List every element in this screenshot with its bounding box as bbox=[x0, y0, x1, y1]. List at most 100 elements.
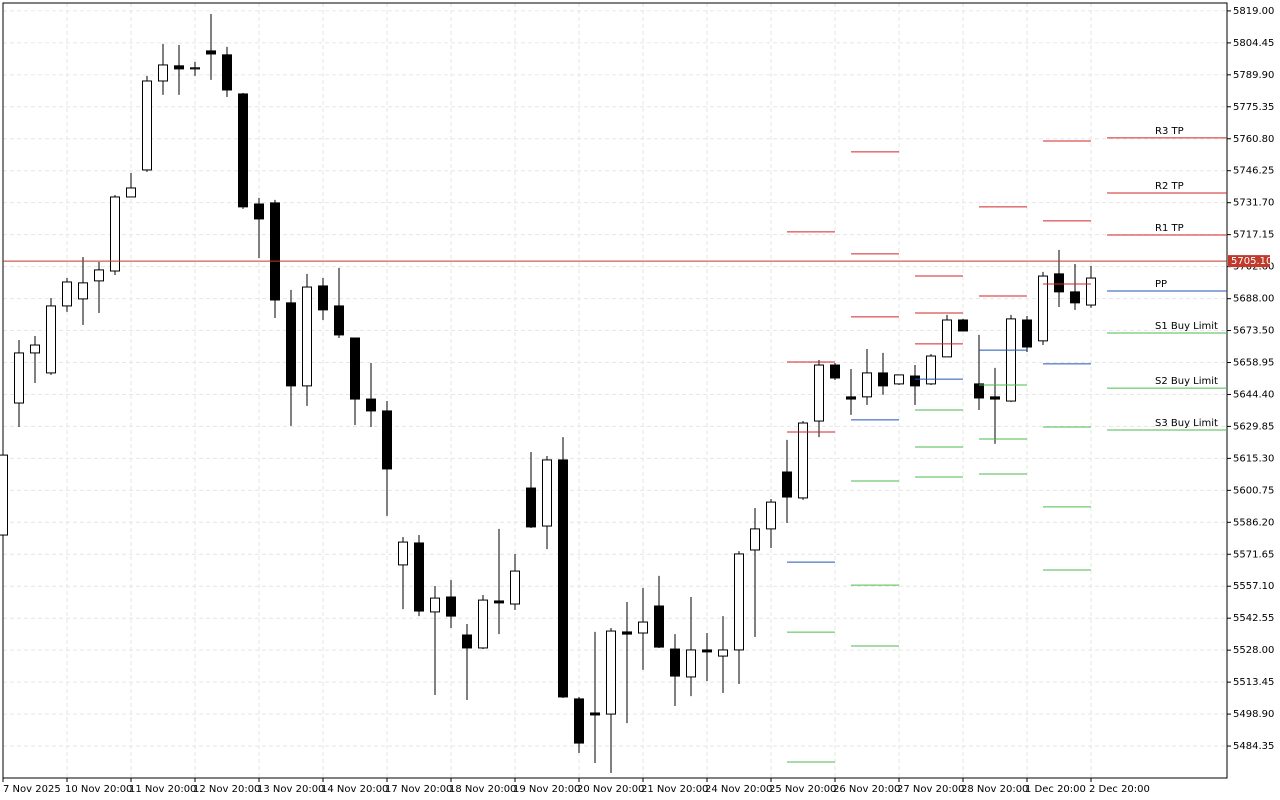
x-tick-label: 10 Nov 20:00 bbox=[65, 784, 132, 795]
candle-body bbox=[1038, 275, 1048, 342]
y-tick-label: 5673.50 bbox=[1233, 326, 1274, 337]
y-tick-label: 5484.35 bbox=[1233, 741, 1274, 752]
candle-body bbox=[686, 649, 696, 678]
candle-body bbox=[318, 285, 328, 311]
candle-body bbox=[222, 54, 232, 91]
candle-body bbox=[126, 187, 136, 198]
pivot-label: S3 Buy Limit bbox=[1155, 418, 1218, 429]
plot-frame bbox=[2, 2, 1228, 779]
pivot-label: R3 TP bbox=[1155, 126, 1184, 137]
y-tick-label: 5629.85 bbox=[1233, 421, 1274, 432]
candle-body bbox=[46, 305, 56, 374]
candle-body bbox=[1054, 273, 1064, 293]
last-price-box bbox=[1228, 255, 1270, 268]
candle-body bbox=[350, 337, 360, 400]
candle-body bbox=[78, 282, 88, 300]
candle-body bbox=[622, 631, 632, 635]
candle-body bbox=[366, 398, 376, 412]
y-tick-label: 5586.20 bbox=[1233, 517, 1274, 528]
y-tick-label: 5789.90 bbox=[1233, 70, 1274, 81]
candle-body bbox=[494, 600, 504, 604]
y-tick-label: 5513.45 bbox=[1233, 677, 1274, 688]
candle-body bbox=[606, 630, 616, 715]
candle-body bbox=[942, 319, 952, 358]
x-tick-label: 12 Nov 20:00 bbox=[193, 784, 260, 795]
x-tick-label: 1 Dec 20:00 bbox=[1025, 784, 1086, 795]
candle-body bbox=[894, 374, 904, 385]
candle-body bbox=[510, 570, 520, 605]
y-tick-label: 5688.00 bbox=[1233, 294, 1274, 305]
y-tick-label: 5498.90 bbox=[1233, 709, 1274, 720]
candle-body bbox=[190, 67, 200, 70]
candle-body bbox=[990, 396, 1000, 400]
y-tick-label: 5615.30 bbox=[1233, 453, 1274, 464]
y-tick-label: 5644.40 bbox=[1233, 389, 1274, 400]
candle-body bbox=[398, 541, 408, 566]
x-tick-label: 20 Nov 20:00 bbox=[577, 784, 644, 795]
candle-body bbox=[638, 621, 648, 634]
y-tick-label: 5760.80 bbox=[1233, 134, 1274, 145]
y-tick-label: 5746.25 bbox=[1233, 166, 1274, 177]
candle-body bbox=[574, 698, 584, 744]
candle-body bbox=[286, 302, 296, 387]
candle-body bbox=[302, 286, 312, 387]
y-tick-label: 5819.00 bbox=[1233, 6, 1274, 17]
x-tick-label: 28 Nov 20:00 bbox=[961, 784, 1028, 795]
candle-body bbox=[862, 372, 872, 398]
y-tick-label: 5600.75 bbox=[1233, 485, 1274, 496]
candle-body bbox=[558, 459, 568, 698]
candle-body bbox=[206, 50, 216, 55]
candle-body bbox=[334, 305, 344, 336]
candle-body bbox=[702, 649, 712, 653]
candle-body bbox=[542, 459, 552, 527]
pivot-label: S2 Buy Limit bbox=[1155, 376, 1218, 387]
candle-body bbox=[910, 375, 920, 387]
pivot-label: S1 Buy Limit bbox=[1155, 321, 1218, 332]
x-tick-label: 26 Nov 20:00 bbox=[833, 784, 900, 795]
candle-body bbox=[526, 487, 536, 528]
y-tick-label: 5542.55 bbox=[1233, 613, 1274, 624]
candle-body bbox=[174, 65, 184, 70]
x-tick-label: 18 Nov 20:00 bbox=[449, 784, 516, 795]
candle-body bbox=[734, 553, 744, 651]
candle-body bbox=[1086, 277, 1096, 306]
y-tick-label: 5571.65 bbox=[1233, 549, 1274, 560]
candle-body bbox=[478, 599, 488, 649]
x-tick-label: 21 Nov 20:00 bbox=[641, 784, 708, 795]
candle-body bbox=[254, 203, 264, 220]
candle-body bbox=[878, 372, 888, 387]
candle-body bbox=[1022, 319, 1032, 348]
candle-body bbox=[718, 649, 728, 657]
candle-body bbox=[462, 634, 472, 649]
candle-body bbox=[590, 712, 600, 716]
x-tick-label: 17 Nov 20:00 bbox=[385, 784, 452, 795]
candle-body bbox=[782, 471, 792, 498]
x-tick-label: 24 Nov 20:00 bbox=[705, 784, 772, 795]
y-tick-label: 5717.15 bbox=[1233, 230, 1274, 241]
candle-body bbox=[94, 269, 104, 282]
last-price-label: 5705.10 bbox=[1231, 256, 1272, 267]
candle-body bbox=[1006, 318, 1016, 402]
candle-body bbox=[14, 352, 24, 404]
y-tick-label: 5658.95 bbox=[1233, 357, 1274, 368]
candle-body bbox=[926, 355, 936, 385]
candle-body bbox=[382, 410, 392, 470]
candle-body bbox=[30, 344, 40, 354]
candle-body bbox=[830, 364, 840, 379]
y-tick-label: 5804.45 bbox=[1233, 38, 1274, 49]
x-tick-label: 27 Nov 20:00 bbox=[897, 784, 964, 795]
x-tick-label: 13 Nov 20:00 bbox=[257, 784, 324, 795]
x-tick-label: 7 Nov 2025 bbox=[3, 784, 61, 795]
pivot-label: PP bbox=[1155, 279, 1167, 290]
candle-body bbox=[142, 80, 152, 171]
x-tick-label: 2 Dec 20:00 bbox=[1089, 784, 1150, 795]
candle-body bbox=[430, 597, 440, 613]
x-tick-label: 11 Nov 20:00 bbox=[129, 784, 196, 795]
candle-body bbox=[414, 542, 424, 612]
candle-body bbox=[974, 383, 984, 399]
candle-body bbox=[670, 648, 680, 677]
candle-body bbox=[1070, 291, 1080, 304]
candle-body bbox=[798, 422, 808, 499]
